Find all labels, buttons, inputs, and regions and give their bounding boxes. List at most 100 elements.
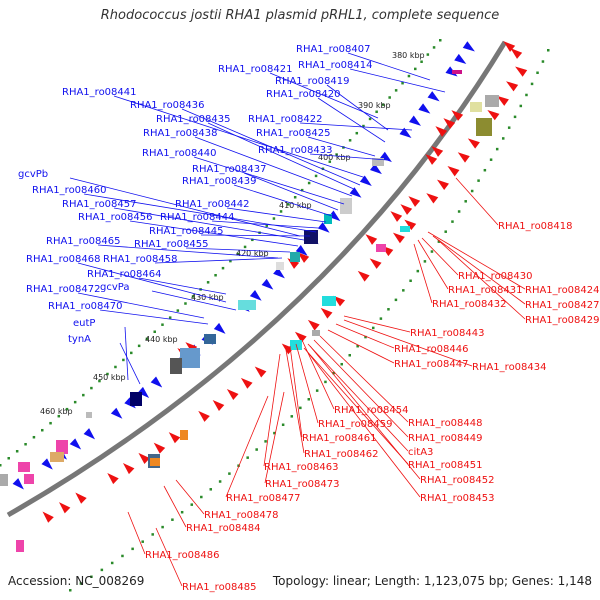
reverse-gene-label: RHA1_ro08486 bbox=[145, 550, 220, 561]
track-dot bbox=[547, 49, 550, 52]
forward-gene-arrow bbox=[150, 376, 163, 388]
leader-line bbox=[163, 485, 187, 528]
leader-line bbox=[138, 277, 227, 295]
forward-gene-arrow bbox=[295, 245, 308, 256]
track-dot bbox=[470, 189, 474, 193]
leader-line bbox=[307, 136, 376, 157]
forward-gene-label: RHA1_ro08422 bbox=[248, 114, 323, 125]
track-dot bbox=[332, 371, 335, 375]
track-dot bbox=[141, 540, 144, 543]
track-dot bbox=[328, 160, 332, 163]
kbp-tick-label: 390 kbp bbox=[358, 101, 391, 110]
track-dot bbox=[407, 74, 411, 78]
leader-line bbox=[427, 231, 526, 290]
track-dot bbox=[541, 60, 545, 63]
track-dot bbox=[161, 525, 164, 529]
forward-gene-arrow bbox=[328, 210, 341, 222]
track-dot bbox=[388, 96, 391, 99]
reverse-gene-label: citA3 bbox=[408, 447, 433, 458]
reverse-gene-arrow bbox=[307, 319, 320, 331]
track-dot bbox=[7, 456, 10, 460]
misc-feature bbox=[312, 330, 320, 336]
track-dot bbox=[90, 575, 93, 579]
leader-line bbox=[343, 315, 411, 333]
leader-line bbox=[326, 84, 389, 131]
track-dot bbox=[168, 316, 172, 319]
track-dot bbox=[439, 39, 442, 42]
track-dot bbox=[49, 421, 52, 425]
track-dot bbox=[394, 89, 398, 92]
reverse-gene-arrow bbox=[240, 377, 253, 389]
track-dot bbox=[209, 488, 213, 491]
leader-line bbox=[264, 391, 285, 484]
forward-gene-label: RHA1_ro08470 bbox=[48, 301, 123, 312]
track-dot bbox=[246, 456, 249, 459]
track-dot bbox=[243, 245, 247, 249]
track-dot bbox=[200, 495, 203, 499]
forward-gene-label: gcvPb bbox=[18, 169, 48, 180]
track-dot bbox=[218, 480, 222, 483]
forward-gene-label: gcvPa bbox=[100, 282, 129, 293]
misc-feature bbox=[304, 230, 318, 244]
leader-line bbox=[97, 244, 279, 259]
track-dot bbox=[273, 431, 276, 435]
leader-line bbox=[77, 292, 205, 319]
leader-line bbox=[289, 345, 303, 438]
forward-gene-arrow bbox=[317, 222, 330, 233]
track-dot bbox=[457, 210, 461, 213]
reverse-gene-arrow bbox=[447, 165, 460, 177]
forward-gene-label: RHA1_ro08435 bbox=[156, 114, 231, 125]
inner-dotted-track bbox=[69, 49, 550, 592]
forward-gene-label: RHA1_ro08458 bbox=[103, 254, 178, 265]
track-dot bbox=[264, 440, 267, 443]
reverse-gene-label: RHA1_ro08434 bbox=[472, 362, 547, 373]
reverse-gene-arrow bbox=[436, 179, 449, 191]
forward-gene-label: eutP bbox=[73, 318, 95, 329]
reverse-gene-arrow bbox=[400, 204, 413, 215]
reverse-gene-label: RHA1_ro08478 bbox=[204, 510, 279, 521]
track-dot bbox=[229, 259, 232, 263]
track-dot bbox=[483, 168, 487, 172]
track-dot bbox=[191, 295, 195, 298]
reverse-gene-arrow bbox=[390, 211, 403, 222]
track-dot bbox=[41, 428, 44, 432]
reverse-gene-label: RHA1_ro08429 bbox=[525, 315, 600, 326]
misc-feature bbox=[324, 214, 332, 224]
forward-gene-arrow bbox=[83, 428, 96, 440]
leader-line bbox=[155, 527, 183, 587]
track-dot bbox=[381, 103, 385, 106]
reverse-gene-arrow bbox=[357, 270, 370, 282]
forward-gene-arrow bbox=[408, 115, 422, 126]
leader-line bbox=[335, 323, 395, 349]
track-dot bbox=[314, 174, 318, 178]
reverse-gene-arrow bbox=[42, 511, 54, 523]
leader-line bbox=[269, 72, 379, 119]
reverse-gene-label: RHA1_ro08484 bbox=[186, 523, 261, 534]
track-dot bbox=[348, 354, 351, 357]
track-dot bbox=[106, 372, 109, 376]
forward-gene-label: RHA1_ro08420 bbox=[266, 89, 341, 100]
misc-feature bbox=[16, 540, 24, 552]
forward-gene-label: RHA1_ro08441 bbox=[62, 87, 137, 98]
track-dot bbox=[420, 60, 423, 63]
reverse-gene-arrow bbox=[435, 126, 448, 137]
leader-line bbox=[175, 479, 205, 515]
forward-gene-label: RHA1_ro08433 bbox=[258, 145, 333, 156]
forward-gene-label: RHA1_ro08437 bbox=[192, 164, 267, 175]
misc-feature bbox=[130, 392, 142, 406]
misc-feature bbox=[238, 300, 256, 310]
leader-line bbox=[349, 68, 446, 93]
reverse-gene-label: RHA1_ro08424 bbox=[525, 285, 600, 296]
track-dot bbox=[464, 200, 467, 203]
track-dot bbox=[180, 510, 184, 514]
misc-feature bbox=[150, 458, 160, 466]
track-dot bbox=[401, 81, 404, 85]
misc-feature bbox=[56, 440, 68, 454]
reverse-gene-label: RHA1_ro08461 bbox=[302, 433, 377, 444]
forward-gene-arrow bbox=[273, 267, 285, 279]
leader-line bbox=[307, 343, 409, 452]
track-dot bbox=[293, 195, 297, 199]
reverse-gene-label: RHA1_ro08473 bbox=[265, 479, 340, 490]
reverse-gene-label: RHA1_ro08451 bbox=[408, 460, 483, 471]
track-dot bbox=[324, 380, 327, 384]
